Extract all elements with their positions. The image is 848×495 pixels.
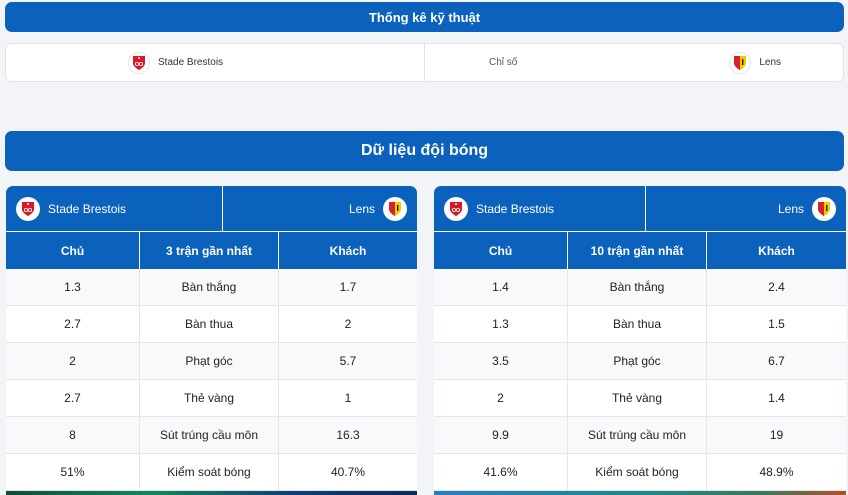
table-row: 1.3 Bàn thắng 1.7: [6, 269, 417, 306]
away-team-name: Lens: [759, 57, 782, 68]
technical-stats-panel: Stade Brestois Chỉ số Lens: [5, 43, 844, 82]
stade-brestois-crest-icon: [444, 196, 468, 221]
home-team[interactable]: Stade Brestois: [128, 51, 224, 74]
away-value: 1.7: [339, 280, 357, 294]
stat-name: Bàn thắng: [140, 269, 279, 305]
away-team-name: Lens: [777, 201, 804, 216]
table-row: 51% Kiểm soát bóng 40.7%: [6, 454, 417, 491]
away-value: 6.7: [768, 354, 785, 368]
table-row: 2.7 Bàn thua 2: [6, 306, 417, 343]
last-10-matches-table: Stade Brestois Lens Chủ 10 trận gần nhất…: [434, 186, 846, 491]
rc-lens-crest-icon: [729, 51, 752, 74]
stats-label: Chỉ số: [489, 57, 518, 68]
header-home: Chủ: [6, 232, 140, 269]
technical-stats-title: Thống kê kỹ thuật: [368, 9, 481, 25]
away-value: 19: [769, 428, 784, 442]
table-header: Chủ 3 trận gần nhất Khách: [6, 232, 417, 269]
stat-name: Thẻ vàng: [568, 380, 707, 416]
away-team[interactable]: Lens: [223, 186, 417, 231]
home-value: 1.4: [434, 269, 568, 305]
stade-brestois-crest-icon: [16, 196, 40, 221]
stat-name: Phạt góc: [568, 343, 707, 379]
technical-stats-header: Thống kê kỹ thuật: [5, 2, 844, 32]
home-team-name: Stade Brestois: [48, 201, 127, 216]
away-value: 1: [344, 391, 352, 405]
home-value: 9.9: [434, 417, 568, 453]
away-value: 1.4: [768, 391, 785, 405]
home-value: 41.6%: [434, 454, 568, 490]
stat-name: Sút trúng cầu môn: [568, 417, 707, 453]
home-value: 2.7: [6, 306, 140, 342]
table-row: 41.6% Kiểm soát bóng 48.9%: [434, 454, 846, 491]
stat-name: Phạt góc: [140, 343, 279, 379]
team-data-title: Dữ liệu đội bóng: [360, 142, 489, 159]
away-value: 16.3: [336, 428, 360, 442]
header-away: Khách: [758, 243, 795, 258]
stat-name: Sút trúng cầu môn: [140, 417, 279, 453]
header-stat: 10 trận gần nhất: [568, 232, 707, 269]
rc-lens-crest-icon: [812, 196, 836, 221]
stat-name: Bàn thắng: [568, 269, 707, 305]
last-3-matches-table: Stade Brestois Lens Chủ 3 trận gần nhất …: [6, 186, 417, 491]
team-row: Stade Brestois Lens: [6, 186, 417, 232]
away-team[interactable]: Lens: [729, 51, 782, 74]
home-team-cell: Stade Brestois: [6, 44, 425, 81]
home-value: 8: [6, 417, 140, 453]
away-value: 48.9%: [759, 465, 794, 479]
home-value: 1.3: [6, 269, 140, 305]
home-value: 2: [6, 343, 140, 379]
stat-name: Kiểm soát bóng: [568, 454, 707, 490]
rc-lens-crest-icon: [383, 196, 407, 221]
home-value: 51%: [6, 454, 140, 490]
table-row: 3.5 Phạt góc 6.7: [434, 343, 846, 380]
team-data-header: Dữ liệu đội bóng: [5, 131, 844, 171]
home-team-name: Stade Brestois: [476, 201, 555, 216]
stat-name: Bàn thua: [140, 306, 279, 342]
home-team[interactable]: Stade Brestois: [6, 186, 223, 231]
stat-name: Bàn thua: [568, 306, 707, 342]
away-value: 1.5: [768, 317, 785, 331]
home-team-name: Stade Brestois: [158, 57, 224, 68]
away-value: 2.4: [768, 280, 785, 294]
team-row: Stade Brestois Lens: [434, 186, 846, 232]
table-row: 1.3 Bàn thua 1.5: [434, 306, 846, 343]
stat-name: Kiểm soát bóng: [140, 454, 279, 490]
away-team-name: Lens: [348, 201, 375, 216]
away-value: 2: [344, 317, 352, 331]
table-body: 1.3 Bàn thắng 1.7 2.7 Bàn thua 2 2 Phạt …: [6, 269, 417, 491]
header-home: Chủ: [434, 232, 568, 269]
table-row: 9.9 Sút trúng cầu môn 19: [434, 417, 846, 454]
home-value: 2.7: [6, 380, 140, 416]
table-row: 2.7 Thẻ vàng 1: [6, 380, 417, 417]
table-row: 8 Sút trúng cầu môn 16.3: [6, 417, 417, 454]
stat-name: Thẻ vàng: [140, 380, 279, 416]
header-stat: 3 trận gần nhất: [140, 232, 279, 269]
banner-image-left[interactable]: [6, 491, 417, 495]
table-body: 1.4 Bàn thắng 2.4 1.3 Bàn thua 1.5 3.5 P…: [434, 269, 846, 491]
home-team[interactable]: Stade Brestois: [434, 186, 646, 231]
table-row: 2 Thẻ vàng 1.4: [434, 380, 846, 417]
banner-image-right[interactable]: [434, 491, 846, 495]
away-value: 40.7%: [330, 465, 366, 479]
table-header: Chủ 10 trận gần nhất Khách: [434, 232, 846, 269]
header-away: Khách: [329, 243, 367, 258]
table-row: 1.4 Bàn thắng 2.4: [434, 269, 846, 306]
away-team[interactable]: Lens: [646, 186, 846, 231]
home-value: 2: [434, 380, 568, 416]
table-row: 2 Phạt góc 5.7: [6, 343, 417, 380]
home-value: 1.3: [434, 306, 568, 342]
away-value: 5.7: [339, 354, 357, 368]
home-value: 3.5: [434, 343, 568, 379]
stade-brestois-crest-icon: [128, 51, 150, 74]
away-team-cell: Chỉ số Lens: [425, 44, 843, 81]
